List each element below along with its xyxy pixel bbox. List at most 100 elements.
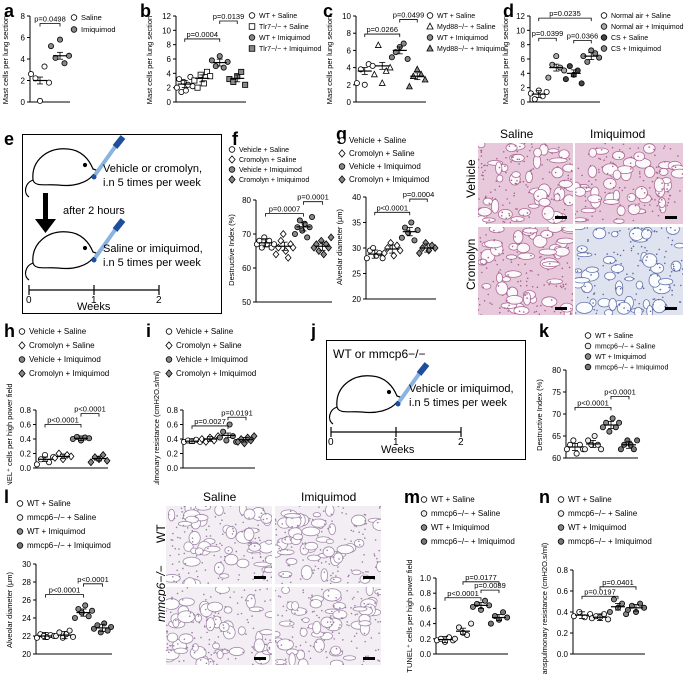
y-tick-label: 26 xyxy=(22,596,31,605)
alveolus xyxy=(172,618,180,628)
nucleus xyxy=(585,187,588,189)
nucleus xyxy=(489,302,491,304)
nucleus xyxy=(498,185,501,188)
p-value-label: p=0.0366 xyxy=(567,31,599,40)
y-tick-label: 0 xyxy=(21,98,26,107)
nucleus xyxy=(264,638,267,641)
nucleus xyxy=(374,602,376,604)
nucleus xyxy=(596,309,598,312)
nucleus xyxy=(672,165,675,167)
data-point xyxy=(87,458,95,467)
nucleus xyxy=(629,162,632,164)
nucleus xyxy=(481,271,483,274)
nucleus xyxy=(624,278,626,280)
nucleus xyxy=(525,184,527,186)
nucleus xyxy=(531,270,533,272)
nucleus xyxy=(262,507,264,510)
alveolus xyxy=(243,508,256,520)
data-point xyxy=(101,620,108,627)
nucleus xyxy=(289,575,291,578)
nucleus xyxy=(603,227,605,229)
nucleus xyxy=(663,145,666,147)
alveolus xyxy=(285,557,298,566)
nucleus xyxy=(505,293,508,295)
nucleus xyxy=(480,251,482,254)
nucleus xyxy=(166,646,169,649)
nucleus xyxy=(652,303,654,306)
schematic-j-title: WT or mmcp6−/− xyxy=(333,347,426,361)
nucleus xyxy=(253,545,256,547)
data-point xyxy=(89,607,96,614)
nucleus xyxy=(497,271,500,273)
nucleus xyxy=(592,302,594,304)
nucleus xyxy=(277,595,280,597)
nucleus xyxy=(181,517,184,520)
significance-bracket xyxy=(83,583,103,587)
data-point xyxy=(599,424,606,431)
alveolus xyxy=(646,305,654,318)
alveolus xyxy=(615,285,624,296)
nucleus xyxy=(584,205,587,208)
nucleus xyxy=(348,574,350,577)
nucleus xyxy=(229,596,232,599)
nucleus xyxy=(504,165,506,167)
nucleus xyxy=(336,551,338,554)
nucleus xyxy=(680,259,683,262)
alveolus xyxy=(641,228,652,240)
nucleus xyxy=(560,229,563,232)
alveolus xyxy=(495,281,509,296)
nucleus xyxy=(274,589,276,592)
nucleus xyxy=(338,632,340,635)
nucleus xyxy=(227,631,229,633)
nucleus xyxy=(491,197,494,199)
micro-g-row-cromolyn: Cromolyn xyxy=(464,238,478,290)
alveolus xyxy=(513,306,530,315)
nucleus xyxy=(494,198,497,200)
nucleus xyxy=(247,621,250,624)
nucleus xyxy=(279,550,282,552)
nucleus xyxy=(591,183,593,186)
nucleus xyxy=(220,650,223,652)
panel-label-k: k xyxy=(539,321,550,341)
data-point xyxy=(398,234,405,241)
y-tick-label: 75 xyxy=(552,388,561,397)
nucleus xyxy=(608,279,610,281)
nucleus xyxy=(262,559,265,562)
data-point xyxy=(610,596,617,603)
nucleus xyxy=(219,616,222,619)
data-point xyxy=(27,71,34,78)
nucleus xyxy=(632,188,635,191)
y-tick-label: 0.0 xyxy=(20,464,32,473)
legend-label: Imiquimod xyxy=(81,25,116,34)
nucleus xyxy=(338,626,340,629)
nucleus xyxy=(651,210,654,213)
nucleus xyxy=(543,284,545,286)
significance-bracket xyxy=(610,396,630,400)
data-point xyxy=(250,432,258,441)
nucleus xyxy=(576,270,579,273)
data-point xyxy=(417,70,425,78)
nucleus xyxy=(518,243,521,245)
data-point xyxy=(41,63,48,70)
nucleus xyxy=(522,214,525,217)
y-tick-label: 12 xyxy=(162,12,171,21)
nucleus xyxy=(600,198,603,201)
nucleus xyxy=(169,554,171,557)
nucleus xyxy=(674,166,677,169)
nucleus xyxy=(624,186,626,189)
nucleus xyxy=(620,262,622,265)
y-tick-label: 6 xyxy=(167,55,172,64)
nucleus xyxy=(485,267,488,269)
alveolus xyxy=(603,177,617,190)
nucleus xyxy=(588,180,590,182)
nucleus xyxy=(269,599,272,601)
nucleus xyxy=(628,205,630,207)
nucleus xyxy=(276,661,278,663)
nucleus xyxy=(183,531,186,533)
significance-bracket xyxy=(538,37,557,42)
data-point xyxy=(500,609,507,616)
nucleus xyxy=(529,170,531,172)
nucleus xyxy=(324,523,326,525)
nucleus xyxy=(536,286,539,289)
nucleus xyxy=(486,164,489,167)
